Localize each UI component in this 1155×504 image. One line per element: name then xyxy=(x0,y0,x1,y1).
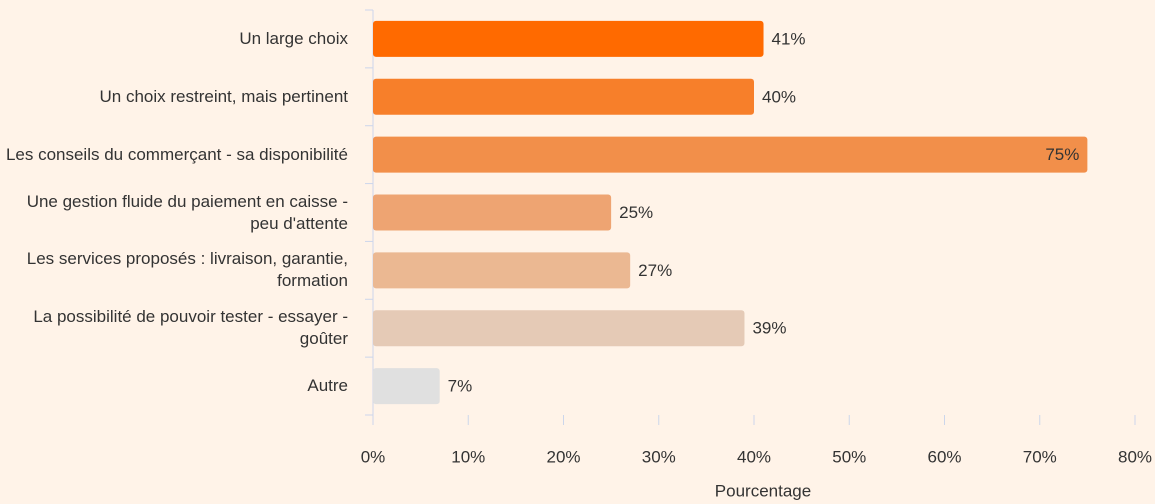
data-label: 39% xyxy=(752,319,786,338)
bar xyxy=(373,252,631,289)
y-tick-label: Les services proposés : livraison, garan… xyxy=(26,249,348,291)
bar xyxy=(373,368,440,405)
y-tick-label: Autre xyxy=(307,376,348,396)
x-tick-label: 10% xyxy=(451,447,485,466)
x-tick-label: 20% xyxy=(546,447,580,466)
data-label: 41% xyxy=(772,29,806,48)
y-tick-label: Les conseils du commerçant - sa disponib… xyxy=(5,144,348,164)
x-tick-label: 50% xyxy=(832,447,866,466)
bar xyxy=(373,20,764,57)
data-label: 7% xyxy=(448,377,473,396)
x-tick-label: 80% xyxy=(1118,447,1152,466)
x-tick-label: 70% xyxy=(1023,447,1057,466)
x-tick-label: 40% xyxy=(737,447,771,466)
data-label: 27% xyxy=(638,261,672,280)
y-tick-label: Un large choix xyxy=(239,28,348,48)
bar xyxy=(373,78,754,115)
data-label: 25% xyxy=(619,203,653,222)
data-label: 75% xyxy=(1045,145,1079,164)
y-tick-label: La possibilité de pouvoir tester - essay… xyxy=(33,307,348,349)
x-tick-label: 30% xyxy=(642,447,676,466)
x-axis-title: Pourcentage xyxy=(715,481,811,500)
y-tick-label: Un choix restreint, mais pertinent xyxy=(99,86,349,106)
bar xyxy=(373,136,1088,173)
y-tick-label: Une gestion fluide du paiement en caisse… xyxy=(26,191,348,233)
x-tick-label: 0% xyxy=(361,447,386,466)
bar xyxy=(373,310,745,347)
bar xyxy=(373,194,612,231)
data-label: 40% xyxy=(762,87,796,106)
x-tick-label: 60% xyxy=(927,447,961,466)
